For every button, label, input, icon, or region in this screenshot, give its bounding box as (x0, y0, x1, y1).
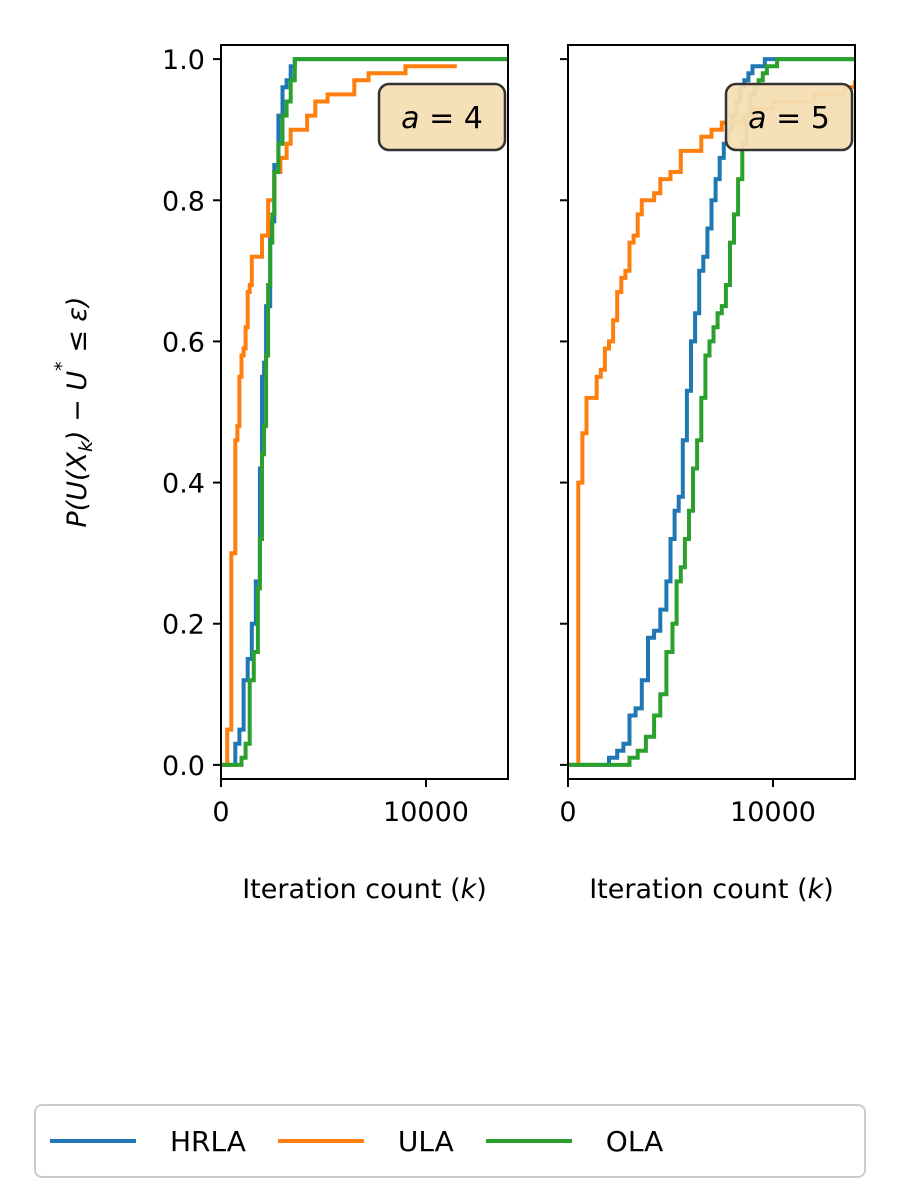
x-axis-label: Iteration count (k) (242, 874, 487, 905)
legend-entry-ula: ULA (264, 1106, 472, 1176)
annotation-box (377, 82, 507, 152)
y-axis-label-part: P(U(X (62, 451, 93, 527)
y-tick-label: 0.8 (162, 186, 205, 217)
legend-label-ula: ULA (397, 1124, 454, 1158)
panel-a5: 0 10000 Iteration count (k) a = 5 (559, 44, 856, 905)
legend-swatch-hrla (50, 1139, 136, 1143)
y-tick-label: 0.2 (162, 610, 205, 641)
y-axis-label-part: k (75, 440, 97, 452)
panel-a4: 0.0 0.2 0.4 0.6 0.8 1.0 0 10000 Iteration count … (162, 44, 509, 905)
series-line-ula (568, 80, 855, 767)
series-line-hrla (568, 57, 855, 767)
series-line-ola (568, 57, 855, 767)
x-tick-label: 0 (559, 797, 576, 828)
legend-swatch-ola (485, 1139, 572, 1143)
series-group (568, 57, 855, 767)
y-tick-label: 0.6 (162, 327, 205, 358)
y-axis-label-part: ) − U (62, 371, 93, 443)
y-axis-label-part: * (51, 361, 73, 371)
x-tick-label: 10000 (730, 797, 816, 828)
axes-frame (567, 44, 856, 780)
legend-swatch-ula (277, 1139, 364, 1143)
y-tick-label: 0.0 (162, 751, 205, 782)
axes-frame (220, 44, 509, 780)
x-axis-label: Iteration count (k) (589, 874, 834, 905)
y-tick-label: 1.0 (162, 45, 205, 76)
annotation-label: a = 4 (401, 101, 483, 136)
y-axis-label: P(U(Xk) − U* ≤ ε) (51, 296, 97, 527)
series-line-ola (221, 57, 508, 767)
series-line-ula (221, 64, 457, 767)
x-tick-label: 0 (212, 797, 229, 828)
y-tick-label: 0.4 (162, 469, 205, 500)
series-line-hrla (221, 57, 508, 767)
annotation-box (724, 82, 854, 152)
legend-entry-ola: OLA (472, 1106, 681, 1176)
y-axis-label-part: ≤ ε) (62, 296, 93, 361)
legend: HRLA ULA OLA (34, 1104, 866, 1178)
series-group (221, 57, 508, 767)
x-tick-label: 10000 (383, 797, 469, 828)
legend-entry-hrla: HRLA (36, 1106, 264, 1176)
legend-label-ola: OLA (605, 1124, 664, 1158)
legend-label-hrla: HRLA (170, 1124, 246, 1158)
annotation-label: a = 5 (748, 101, 830, 136)
